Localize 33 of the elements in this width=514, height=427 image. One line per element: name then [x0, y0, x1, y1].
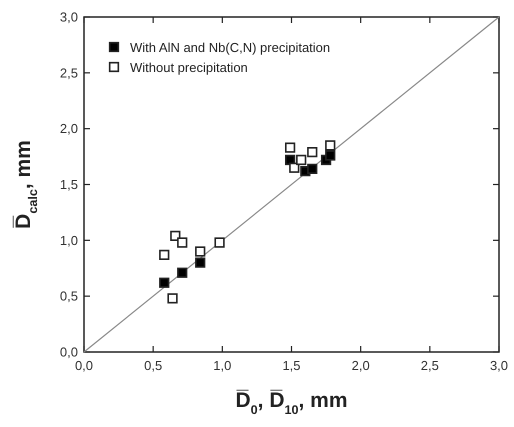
point: [325, 150, 336, 161]
x-axis-title: D̅$_{0}$, D̅$_{10}$, mm: [235, 389, 348, 417]
y-tick-label: 1,5: [60, 177, 78, 192]
x-tick-label: 2,5: [420, 358, 439, 373]
x-tick-label: 0,0: [74, 358, 94, 373]
x-tick-label: 1,5: [282, 358, 301, 373]
x-tick-label: 3,0: [490, 358, 508, 373]
legend-label: Without precipitation: [130, 60, 248, 75]
point: [195, 258, 206, 268]
point: [167, 293, 178, 304]
point: [159, 278, 170, 288]
point: [214, 237, 225, 248]
point: [284, 142, 296, 153]
point: [170, 230, 180, 241]
x-tick-label: 0,5: [144, 358, 162, 373]
point: [289, 162, 300, 173]
y-tick-label: 2,0: [60, 121, 78, 136]
y-tick-label: 1,0: [60, 232, 78, 248]
x-tick-label: 2,0: [352, 358, 370, 373]
x-tick-label: 1,0: [213, 358, 232, 373]
legend-label: With AlN and Nb(C,N) precipitation: [130, 40, 330, 55]
point: [307, 164, 318, 174]
y-tick-label: 0,0: [60, 344, 78, 360]
point: [177, 268, 188, 278]
y-tick-label: 0,5: [60, 288, 78, 304]
point: [307, 146, 318, 158]
y-tick-label: 3,0: [60, 10, 78, 24]
y-tick-label: 2,5: [60, 65, 78, 80]
point: [177, 237, 188, 248]
point: [195, 246, 206, 257]
point: [296, 154, 306, 166]
point: [325, 140, 336, 151]
point: [159, 250, 170, 260]
